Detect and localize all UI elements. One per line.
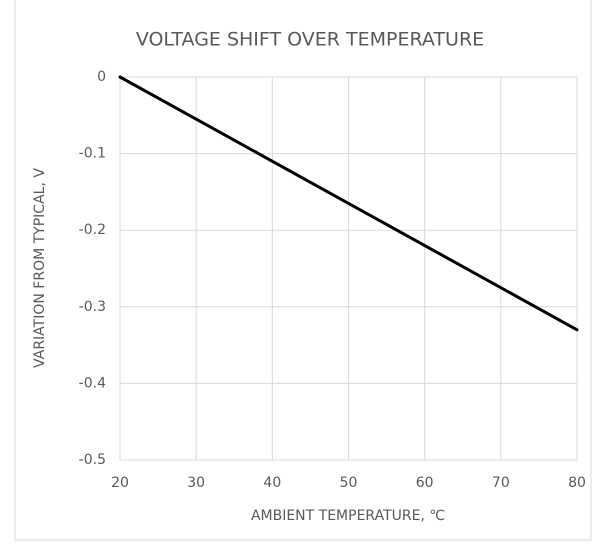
x-tick-label: 60 bbox=[416, 475, 434, 491]
x-axis-label: AMBIENT TEMPERATURE, ℃ bbox=[251, 508, 445, 524]
x-tick-label: 80 bbox=[568, 475, 586, 491]
x-tick-label: 40 bbox=[263, 475, 281, 491]
y-axis-label: VARIATION FROM TYPICAL, V bbox=[32, 168, 48, 368]
chart-frame bbox=[14, 0, 592, 541]
y-tick-label: -0.4 bbox=[79, 375, 106, 391]
x-tick-label: 70 bbox=[492, 475, 510, 491]
x-tick-label: 30 bbox=[187, 475, 205, 491]
chart-title: VOLTAGE SHIFT OVER TEMPERATURE bbox=[136, 29, 484, 51]
y-tick-label: -0.5 bbox=[79, 452, 106, 468]
y-tick-label: 0 bbox=[97, 69, 106, 85]
x-tick-label: 50 bbox=[340, 475, 358, 491]
y-tick-label: -0.1 bbox=[79, 146, 106, 162]
y-tick-label: -0.2 bbox=[79, 222, 106, 238]
x-tick-label: 20 bbox=[111, 475, 129, 491]
data-line bbox=[118, 75, 579, 332]
y-tick-label: -0.3 bbox=[79, 299, 106, 315]
